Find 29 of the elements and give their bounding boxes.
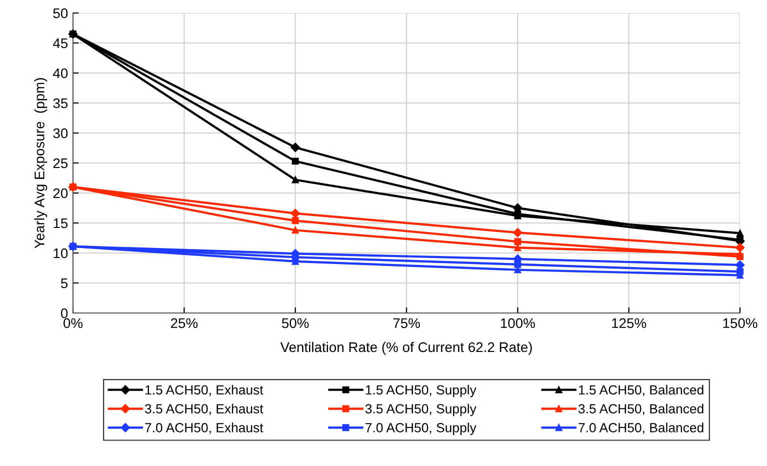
x-tick-label: 125% bbox=[612, 318, 646, 328]
x-tick-label: 50% bbox=[282, 318, 309, 328]
x-tick-label: 75% bbox=[393, 318, 420, 328]
y-tick-label: 5 bbox=[60, 278, 68, 288]
y-tick-label: 50 bbox=[53, 8, 68, 18]
y-tick-label: 15 bbox=[54, 218, 68, 228]
y-tick-label: 45 bbox=[53, 38, 68, 48]
legend-label: 3.5 ACH50, Exhaust bbox=[144, 404, 264, 416]
y-axis-title: Yearly Avg Exposure (ppm) bbox=[34, 78, 48, 248]
x-tick-label: 100% bbox=[500, 318, 535, 328]
legend-label: 7.0 ACH50, Balanced bbox=[578, 422, 704, 434]
legend-label: 3.5 ACH50, Supply bbox=[365, 404, 476, 416]
legend-label: 1.5 ACH50, Supply bbox=[366, 384, 476, 398]
legend-label: 1.5 ACH50, Exhaust bbox=[145, 384, 264, 396]
y-tick-label: 10 bbox=[54, 248, 68, 258]
legend-label: 3.5 ACH50, Balanced bbox=[578, 404, 704, 416]
y-tick-label: 30 bbox=[53, 128, 68, 138]
y-tick-label: 40 bbox=[53, 68, 68, 78]
legend-label: 1.5 ACH50, Balanced bbox=[578, 384, 704, 396]
legend-label: 7.0 ACH50, Supply bbox=[366, 422, 476, 435]
y-tick-label: 35 bbox=[53, 98, 68, 108]
x-tick-label: 0% bbox=[64, 318, 83, 328]
x-tick-label: 25% bbox=[170, 318, 198, 328]
y-tick-label: 20 bbox=[53, 188, 68, 198]
y-tick-label: 0 bbox=[60, 308, 68, 318]
y-tick-label: 25 bbox=[53, 158, 68, 168]
legend-label: 7.0 ACH50, Exhaust bbox=[145, 422, 264, 434]
x-tick-label: 150% bbox=[723, 318, 758, 328]
x-axis-title: Ventilation Rate (% of Current 62.2 Rate) bbox=[280, 342, 532, 355]
